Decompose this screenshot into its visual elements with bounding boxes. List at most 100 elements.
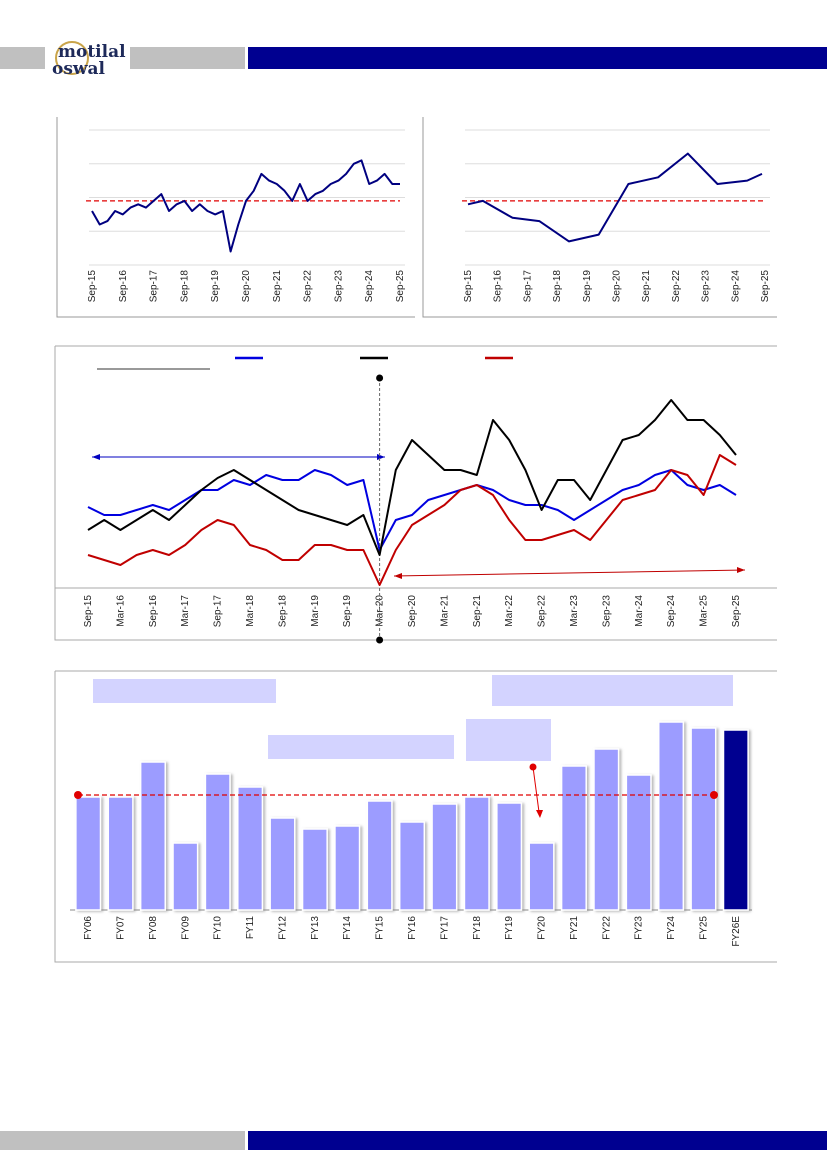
footer-bar-gray	[0, 1131, 245, 1150]
x-tick-label: FY07	[116, 916, 127, 940]
bar	[593, 748, 620, 911]
x-tick-label: Mar-19	[310, 595, 321, 627]
x-tick-label: Sep-20	[407, 595, 418, 628]
footer-bar-navy	[248, 1131, 827, 1150]
annotation-arrow	[532, 766, 540, 813]
x-tick-label: Sep-21	[472, 595, 483, 628]
x-tick-label: FY24	[666, 916, 677, 940]
bar	[237, 786, 264, 911]
x-tick-label: Sep-18	[179, 270, 190, 303]
x-tick-label: Sep-24	[364, 270, 375, 303]
bar	[657, 721, 685, 911]
bar	[431, 803, 458, 911]
x-tick-label: Sep-18	[552, 270, 563, 303]
x-tick-label: Mar-21	[439, 595, 450, 627]
x-tick-label: Sep-24	[730, 270, 741, 303]
x-tick-label: Sep-17	[213, 595, 224, 628]
x-tick-label: Sep-19	[582, 270, 593, 303]
x-tick-label: Sep-17	[149, 270, 160, 303]
x-tick-label: Sep-23	[701, 270, 712, 303]
x-tick-label: Sep-19	[342, 595, 353, 628]
x-tick-label: Sep-22	[303, 270, 314, 303]
x-tick-label: Sep-16	[148, 595, 159, 628]
x-tick-label: FY16	[407, 916, 418, 940]
bar	[496, 802, 523, 911]
header-bar-navy	[248, 47, 827, 69]
bar	[107, 796, 134, 911]
x-tick-label: Sep-25	[731, 595, 742, 628]
bar	[204, 773, 231, 911]
logo-text: oswal	[52, 59, 106, 79]
x-tick-label: FY26E	[731, 916, 742, 947]
x-tick-label: FY14	[342, 916, 353, 940]
x-tick-label: Mar-25	[699, 595, 710, 627]
bar	[625, 774, 652, 911]
x-tick-label: FY21	[569, 916, 580, 940]
x-tick-label: FY09	[180, 916, 191, 940]
callout-box	[466, 719, 551, 761]
x-tick-label: FY10	[213, 916, 224, 940]
line-series	[87, 469, 737, 551]
x-tick-label: Mar-18	[245, 595, 256, 627]
x-tick-label: FY25	[698, 916, 709, 940]
reference-dot	[710, 791, 718, 799]
bar	[398, 821, 426, 911]
line-series	[87, 454, 737, 586]
bar	[334, 825, 361, 911]
x-tick-label: Sep-24	[666, 595, 677, 628]
x-tick-label: FY15	[375, 916, 386, 940]
x-tick-label: Mar-16	[115, 595, 126, 627]
x-tick-label: FY23	[634, 916, 645, 940]
bar	[560, 765, 587, 911]
line-series	[91, 159, 400, 253]
bar	[528, 842, 555, 911]
x-tick-label: Sep-22	[537, 595, 548, 628]
callout-box	[492, 675, 733, 706]
x-tick-label: Mar-24	[634, 595, 645, 627]
x-tick-label: FY17	[439, 916, 450, 940]
marker-dot	[376, 374, 384, 382]
x-tick-label: Sep-15	[87, 270, 98, 303]
callout-box	[93, 679, 276, 703]
bar	[722, 729, 749, 911]
x-tick-label: FY06	[83, 916, 94, 940]
x-tick-label: Mar-17	[180, 595, 191, 627]
chart-frame	[54, 670, 777, 963]
bar	[172, 842, 199, 911]
x-tick-label: FY11	[245, 916, 256, 940]
x-tick-label: Sep-15	[463, 270, 474, 303]
x-tick-label: Sep-22	[671, 270, 682, 303]
x-tick-label: Mar-23	[569, 595, 580, 627]
arrowhead	[536, 810, 543, 818]
x-tick-label: Sep-20	[241, 270, 252, 303]
logo-ring	[55, 41, 89, 75]
x-tick-label: FY12	[277, 916, 288, 940]
reference-dot	[74, 791, 82, 799]
marker-dot	[376, 636, 384, 644]
line-series	[467, 152, 763, 243]
x-tick-label: Sep-19	[210, 270, 221, 303]
x-tick-label: Sep-23	[333, 270, 344, 303]
bar	[366, 800, 393, 911]
callout-box	[268, 735, 454, 759]
bar	[463, 796, 490, 911]
chart-frame	[56, 117, 415, 318]
bar	[301, 828, 328, 911]
x-tick-label: Sep-16	[493, 270, 504, 303]
x-tick-label: FY20	[537, 916, 548, 940]
chart-frame	[54, 345, 777, 641]
bar	[75, 796, 102, 911]
line-series	[87, 399, 737, 556]
logo-text: motilal	[58, 42, 126, 62]
x-tick-label: FY18	[472, 916, 483, 940]
x-tick-label: Sep-16	[118, 270, 129, 303]
x-tick-label: Sep-23	[601, 595, 612, 628]
x-tick-label: Sep-15	[83, 595, 94, 628]
x-tick-label: Sep-18	[277, 595, 288, 628]
x-tick-label: Sep-17	[522, 270, 533, 303]
chart-frame	[422, 117, 777, 318]
x-tick-label: Sep-21	[641, 270, 652, 303]
x-tick-label: FY22	[601, 916, 612, 940]
bar	[269, 817, 296, 911]
